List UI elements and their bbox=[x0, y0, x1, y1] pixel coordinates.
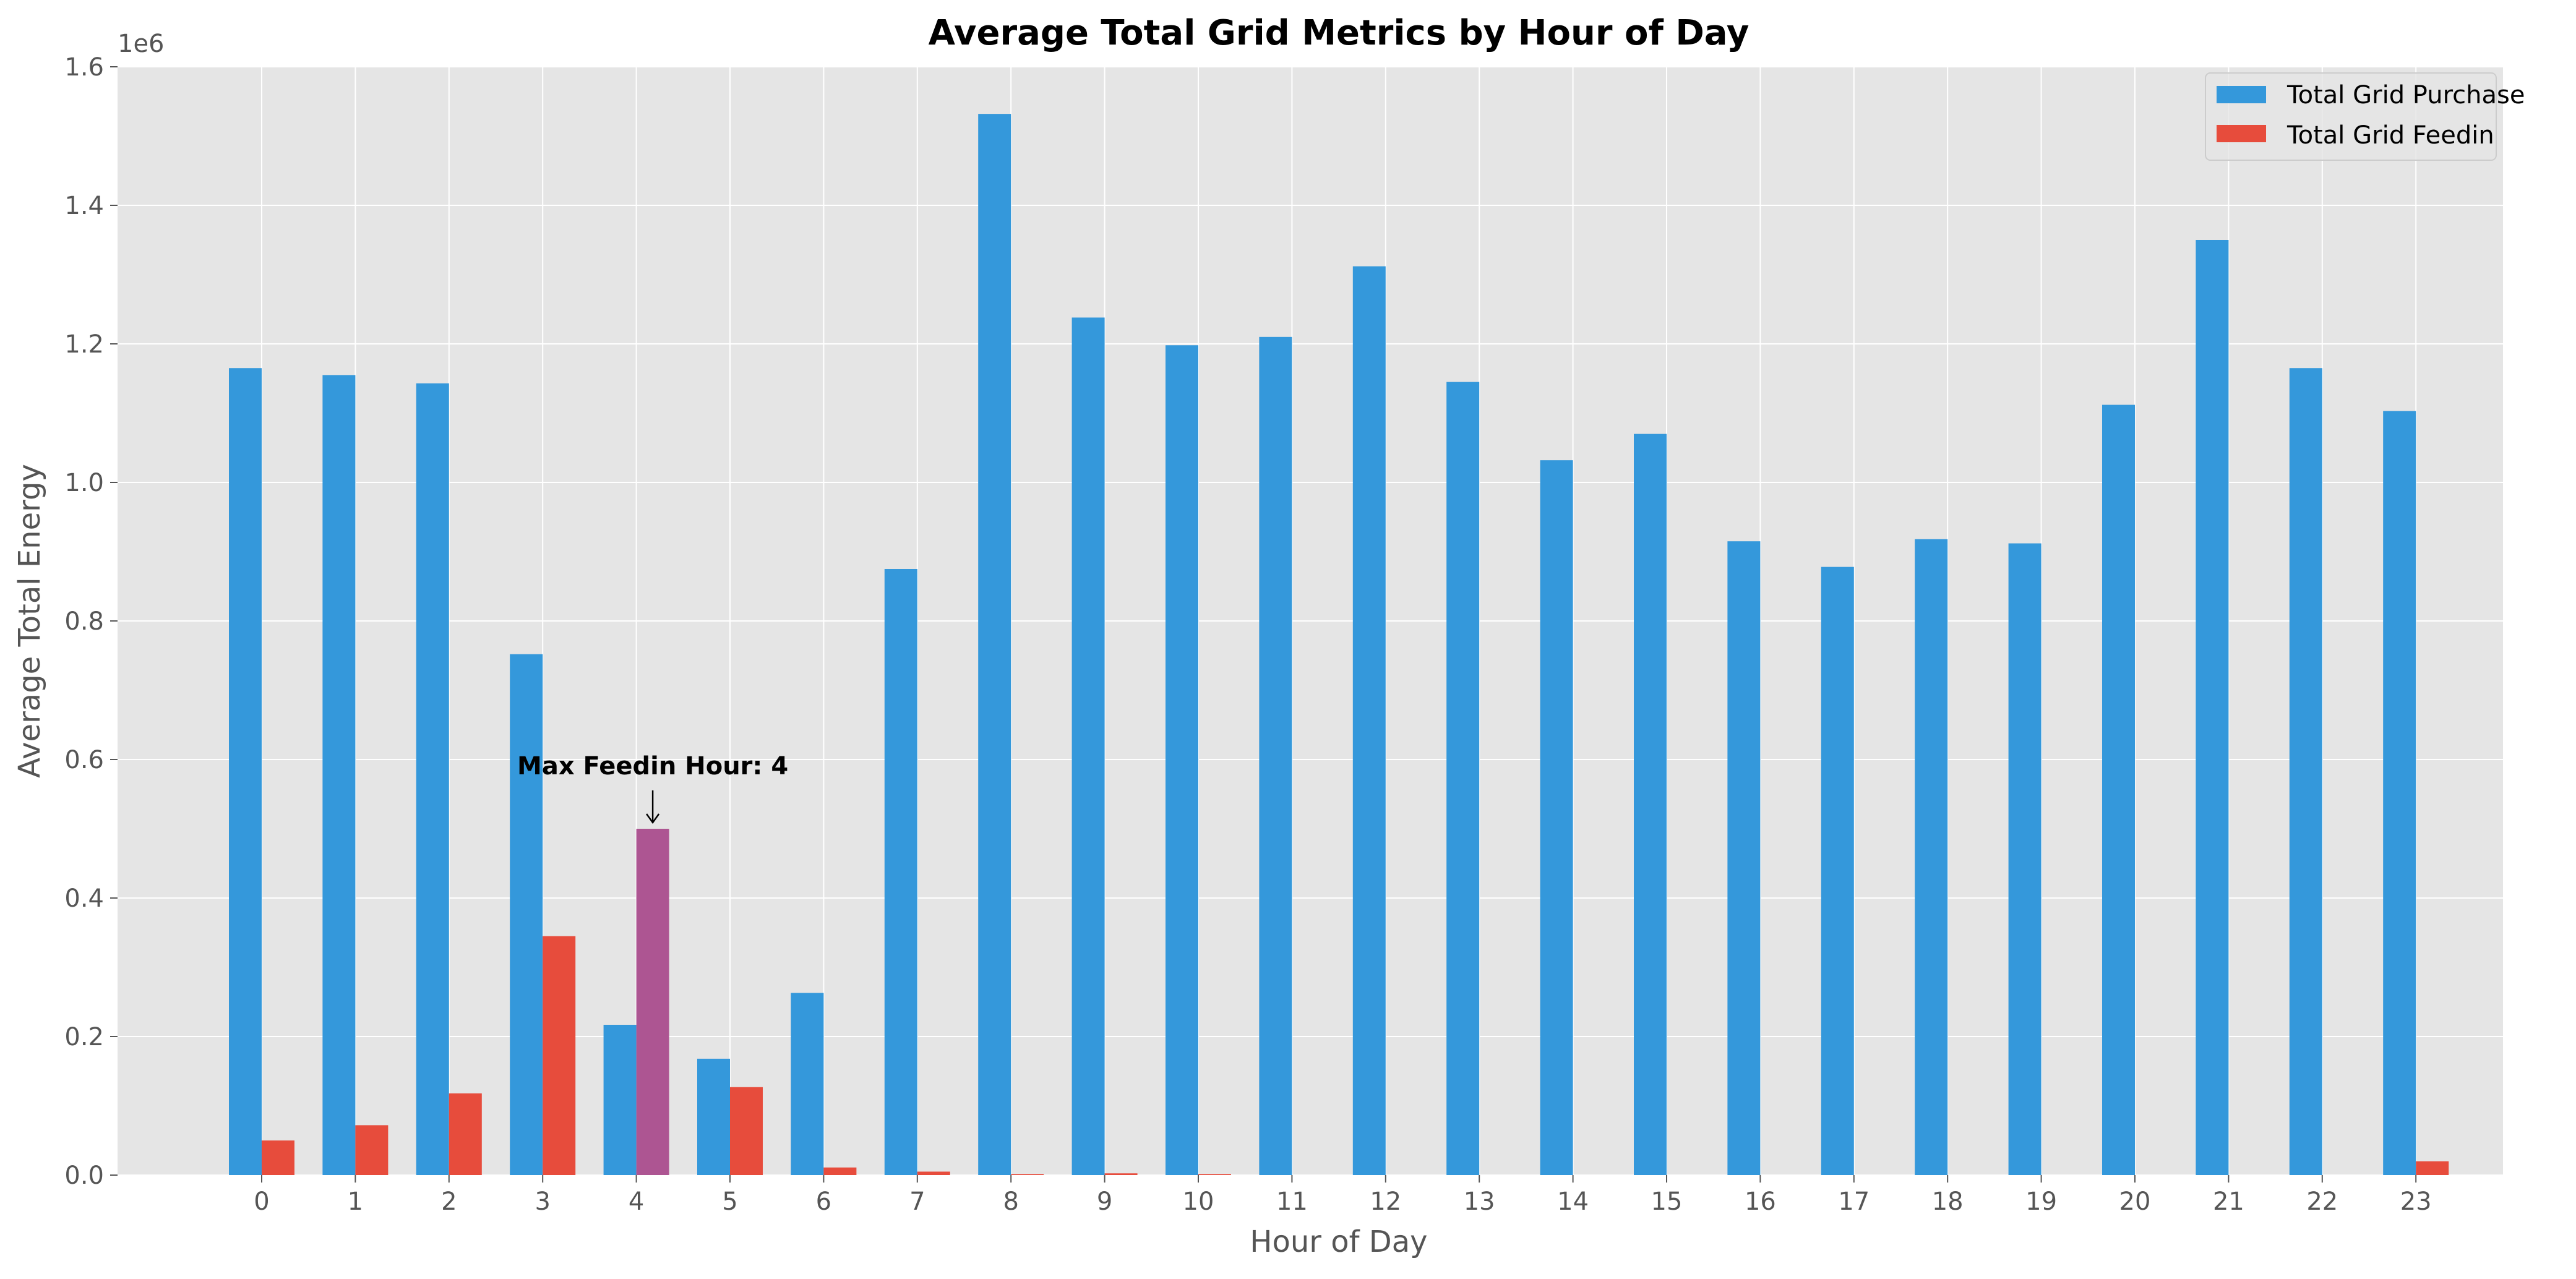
x-tick-label: 19 bbox=[2025, 1187, 2057, 1216]
bar-grid-purchase bbox=[2008, 543, 2041, 1175]
bar-grid-purchase bbox=[2383, 411, 2416, 1175]
bar-grid-purchase bbox=[697, 1058, 730, 1175]
legend-frame bbox=[2205, 72, 2497, 161]
x-tick-label: 20 bbox=[2119, 1187, 2151, 1216]
bar-grid-purchase bbox=[1915, 539, 1948, 1175]
legend: Total Grid Purchase Total Grid Feedin bbox=[2205, 72, 2525, 161]
y-tick-label: 1.2 bbox=[64, 330, 104, 359]
bar-grid-feedin bbox=[823, 1167, 857, 1175]
bar-grid-feedin bbox=[1104, 1173, 1138, 1175]
bar-grid-purchase bbox=[1821, 567, 1854, 1175]
y-tick-label: 1.6 bbox=[64, 53, 104, 82]
bar-grid-feedin bbox=[2416, 1161, 2449, 1175]
x-tick-label: 5 bbox=[722, 1187, 737, 1216]
x-tick-label: 10 bbox=[1183, 1187, 1214, 1216]
bar-grid-purchase bbox=[2289, 368, 2322, 1176]
bar-grid-purchase bbox=[229, 368, 262, 1176]
y-tick-label: 0.0 bbox=[64, 1161, 104, 1190]
y-tick-label: 0.8 bbox=[64, 607, 104, 636]
bar-grid-feedin bbox=[543, 936, 576, 1175]
x-tick-label: 22 bbox=[2306, 1187, 2338, 1216]
x-axis-label: Hour of Day bbox=[1250, 1225, 1427, 1259]
bar-grid-purchase bbox=[1259, 336, 1292, 1175]
bar-grid-purchase bbox=[1166, 345, 1198, 1175]
x-tick-label: 2 bbox=[441, 1187, 457, 1216]
bar-grid-purchase bbox=[2196, 240, 2229, 1175]
legend-label-purchase: Total Grid Purchase bbox=[2286, 81, 2525, 109]
x-tick-label: 8 bbox=[1003, 1187, 1018, 1216]
x-tick-label: 1 bbox=[348, 1187, 363, 1216]
bar-grid-purchase bbox=[510, 654, 543, 1175]
legend-label-feedin: Total Grid Feedin bbox=[2286, 121, 2494, 150]
bar-grid-purchase bbox=[884, 569, 917, 1175]
bar-grid-feedin bbox=[355, 1125, 389, 1175]
y-tick-label: 1.0 bbox=[64, 469, 104, 497]
chart-title: Average Total Grid Metrics by Hour of Da… bbox=[929, 13, 1750, 53]
x-tick-label: 12 bbox=[1370, 1187, 1401, 1216]
bar-grid-purchase bbox=[603, 1024, 637, 1175]
y-tick-label: 0.4 bbox=[64, 884, 104, 913]
bar-grid-feedin bbox=[262, 1140, 294, 1175]
x-tick-label: 11 bbox=[1276, 1187, 1308, 1216]
bar-grid-feedin bbox=[730, 1087, 763, 1175]
bar-grid-feedin bbox=[636, 829, 669, 1175]
y-tick-label: 0.6 bbox=[64, 746, 104, 774]
y-tick-label: 0.2 bbox=[64, 1023, 104, 1051]
bar-grid-purchase bbox=[1634, 434, 1667, 1175]
annotation-arrow-head bbox=[646, 813, 660, 824]
y-axis-scale-label: 1e6 bbox=[118, 30, 165, 58]
x-tick-label: 6 bbox=[816, 1187, 831, 1216]
x-tick-label: 9 bbox=[1097, 1187, 1112, 1216]
y-tick-label: 1.4 bbox=[64, 192, 104, 220]
x-tick-label: 7 bbox=[909, 1187, 925, 1216]
bar-grid-purchase bbox=[1446, 382, 1480, 1175]
bar-grid-purchase bbox=[416, 383, 449, 1175]
max-feedin-annotation: Max Feedin Hour: 4 bbox=[517, 752, 788, 824]
x-tick-label: 14 bbox=[1557, 1187, 1589, 1216]
axis-ticks: 0.00.20.40.60.81.01.21.41.60 1 2 3 4 5 6 7 8 9 10 1… bbox=[64, 53, 2431, 1216]
x-tick-label: 3 bbox=[535, 1187, 550, 1216]
y-axis-label: Average Total Energy bbox=[12, 464, 47, 778]
x-tick-label: 21 bbox=[2213, 1187, 2244, 1216]
x-tick-label: 23 bbox=[2400, 1187, 2432, 1216]
bar-grid-purchase bbox=[978, 114, 1011, 1175]
bar-grid-purchase bbox=[2102, 404, 2135, 1175]
legend-swatch-purchase bbox=[2217, 86, 2266, 103]
x-tick-label: 18 bbox=[1932, 1187, 1964, 1216]
bar-grid-purchase bbox=[322, 375, 356, 1175]
bar-grid-feedin bbox=[449, 1093, 482, 1175]
bar-grid-purchase bbox=[1540, 460, 1573, 1176]
x-tick-label: 17 bbox=[1838, 1187, 1870, 1216]
x-tick-label: 4 bbox=[629, 1187, 644, 1216]
bar-grid-purchase bbox=[1727, 541, 1761, 1176]
x-tick-label: 13 bbox=[1464, 1187, 1495, 1216]
annotation-text: Max Feedin Hour: 4 bbox=[517, 752, 788, 781]
bar-grid-purchase bbox=[1071, 317, 1105, 1176]
bar-grid-feedin bbox=[1011, 1174, 1044, 1175]
bar-grid-feedin bbox=[917, 1171, 950, 1175]
bars bbox=[229, 114, 2449, 1176]
bar-grid-purchase bbox=[1352, 266, 1386, 1175]
x-tick-label: 0 bbox=[254, 1187, 269, 1216]
bar-grid-feedin bbox=[1198, 1174, 1231, 1175]
bar-grid-purchase bbox=[791, 993, 824, 1175]
x-tick-label: 16 bbox=[1745, 1187, 1776, 1216]
x-tick-label: 15 bbox=[1651, 1187, 1683, 1216]
legend-swatch-feedin bbox=[2217, 125, 2266, 142]
